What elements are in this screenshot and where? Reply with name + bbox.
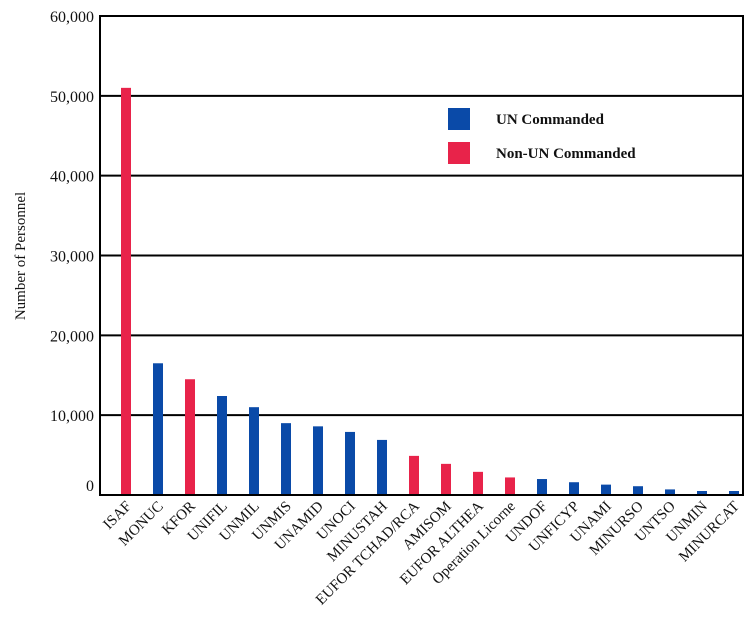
- x-axis-category-labels: ISAFMONUCKFORUNIFILUNMILUNMISUNAMIDUNOCI…: [101, 498, 743, 608]
- legend-label: UN Commanded: [496, 112, 605, 128]
- y-tick-label: 10,000: [50, 408, 94, 425]
- bar: [601, 484, 611, 495]
- y-axis-tick-labels: 0 10,000 20,000 30,000 40,000 50,000 60,000: [50, 9, 94, 495]
- y-tick-label: 60,000: [50, 9, 94, 26]
- y-tick-label: 50,000: [50, 89, 94, 106]
- bar: [569, 482, 579, 495]
- bar: [281, 423, 291, 495]
- bar: [505, 477, 515, 495]
- bar: [665, 489, 675, 495]
- y-tick-label: 0: [86, 478, 94, 495]
- legend-label: Non-UN Commanded: [496, 146, 636, 162]
- y-tick-label: 40,000: [50, 169, 94, 186]
- bar: [313, 426, 323, 495]
- gridlines: [100, 94, 743, 417]
- bar: [697, 491, 707, 495]
- bar: [409, 455, 419, 495]
- bar: [633, 486, 643, 495]
- bar: [377, 439, 387, 495]
- bar: [217, 396, 227, 495]
- legend-swatch: [448, 142, 470, 164]
- legend: UN Commanded Non-UN Commanded: [448, 108, 636, 164]
- y-tick-label: 30,000: [50, 249, 94, 266]
- bar: [537, 479, 547, 495]
- y-axis-title: Number of Personnel: [13, 192, 29, 320]
- bar: [441, 463, 451, 495]
- bars: [121, 87, 739, 495]
- bar: [345, 431, 355, 495]
- y-tick-label: 20,000: [50, 328, 94, 345]
- plot-area-frame: [99, 15, 744, 496]
- bar: [121, 87, 131, 495]
- bar: [473, 471, 483, 495]
- bar: [153, 363, 163, 495]
- bar: [249, 407, 259, 495]
- bar: [185, 379, 195, 495]
- bar: [729, 491, 739, 495]
- legend-swatch: [448, 108, 470, 130]
